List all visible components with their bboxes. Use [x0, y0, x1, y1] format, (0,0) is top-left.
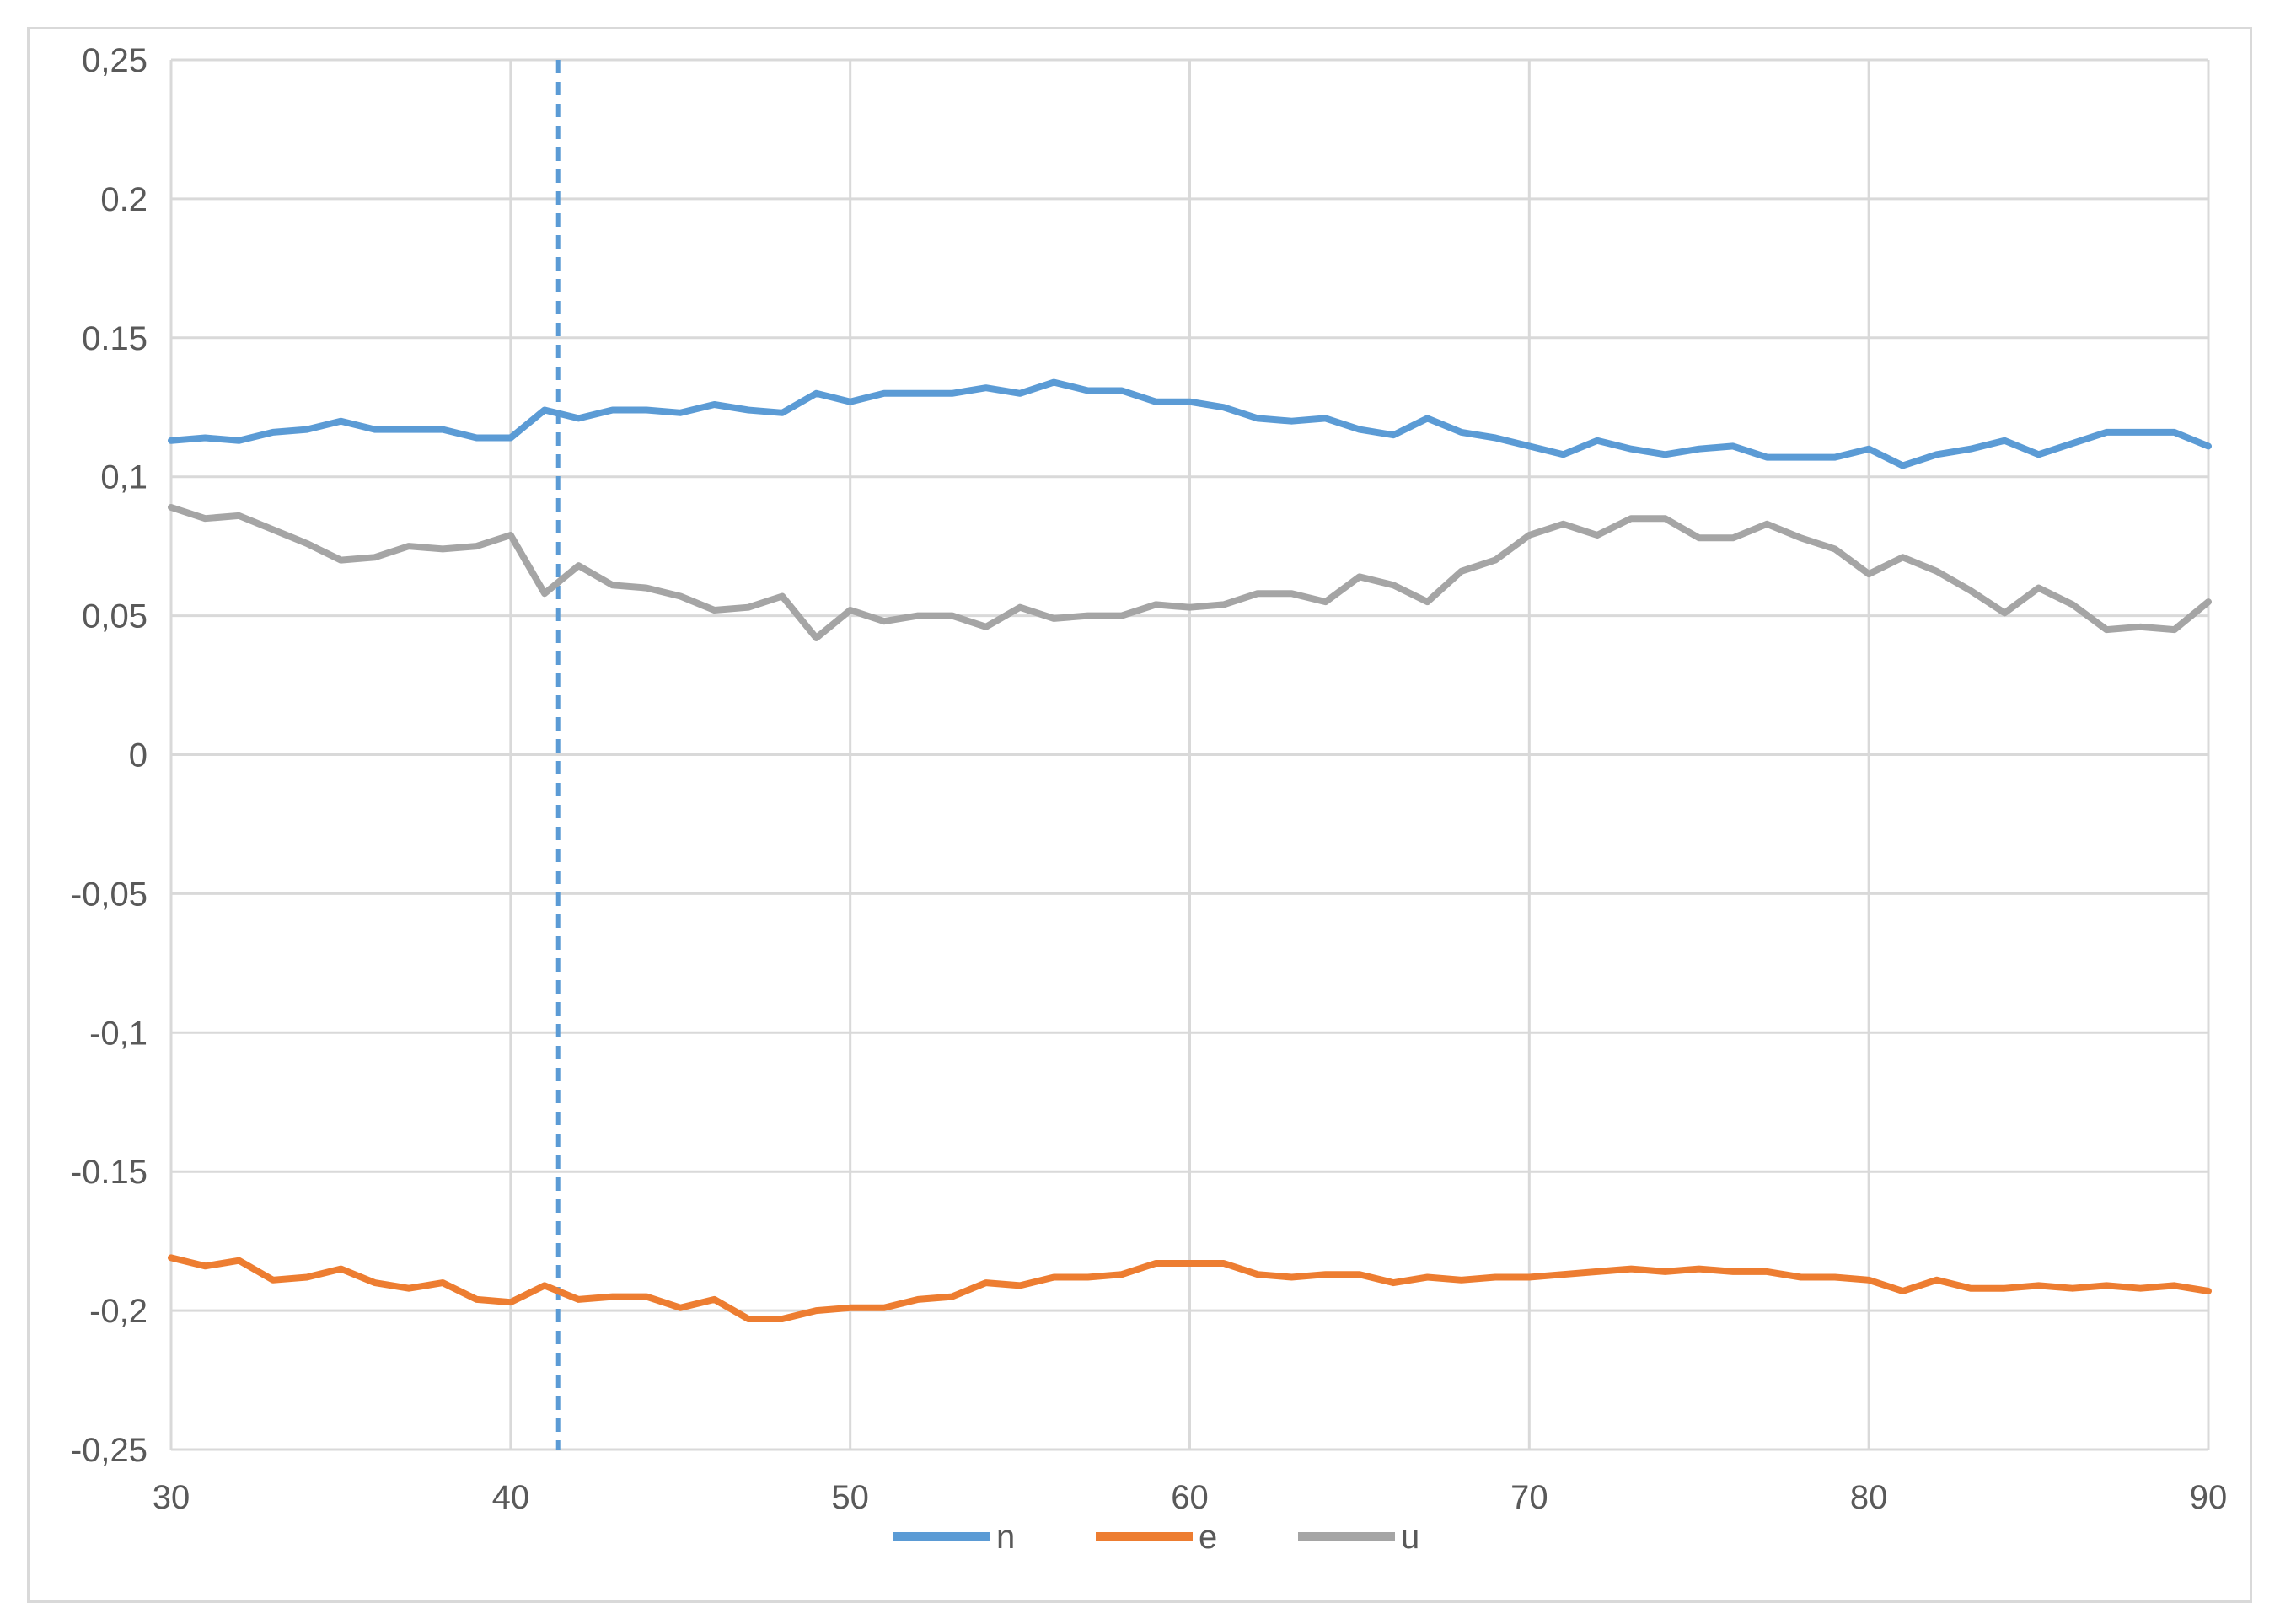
legend-label-u: u — [1401, 1519, 1419, 1556]
y-tick-label: 0,05 — [82, 598, 148, 635]
legend-label-e: e — [1199, 1519, 1217, 1556]
x-tick-label: 70 — [1510, 1479, 1548, 1516]
x-axis-tick-labels: 30 40 50 60 70 80 90 — [153, 1479, 2228, 1516]
y-axis-tick-labels: 0,25 0.2 0.15 0,1 0,05 0 -0,05 -0,1 -0.15 -0,2 -0,… — [71, 42, 148, 1469]
series-line-u — [168, 504, 2212, 641]
series-line-e — [168, 1254, 2212, 1322]
y-tick-label: -0,1 — [89, 1015, 148, 1052]
y-tick-label: -0,05 — [71, 876, 148, 913]
x-tick-label: 50 — [831, 1479, 869, 1516]
y-tick-label: -0.15 — [71, 1154, 148, 1191]
y-tick-label: 0.2 — [100, 181, 148, 218]
y-tick-label: 0,1 — [100, 459, 148, 496]
grid-lines — [169, 58, 2210, 1451]
series-layer — [168, 378, 2212, 1322]
x-tick-label: 80 — [1850, 1479, 1888, 1516]
x-tick-label: 90 — [2190, 1479, 2228, 1516]
x-tick-label: 40 — [492, 1479, 530, 1516]
y-tick-label: -0,2 — [89, 1293, 148, 1330]
line-chart: 0,25 0.2 0.15 0,1 0,05 0 -0,05 -0,1 -0.15 -0,2 -0,… — [71, 42, 2228, 1556]
legend-label-n: n — [996, 1519, 1015, 1556]
y-tick-label: 0.15 — [82, 320, 148, 357]
x-tick-label: 30 — [153, 1479, 190, 1516]
y-tick-label: -0,25 — [71, 1432, 148, 1469]
chart-frame: 0,25 0.2 0.15 0,1 0,05 0 -0,05 -0,1 -0.15 -0,2 -0,… — [27, 27, 2252, 1603]
y-tick-label: 0,25 — [82, 42, 148, 79]
x-tick-label: 60 — [1171, 1479, 1209, 1516]
series-line-n — [168, 378, 2212, 469]
y-tick-label: 0 — [129, 737, 148, 774]
